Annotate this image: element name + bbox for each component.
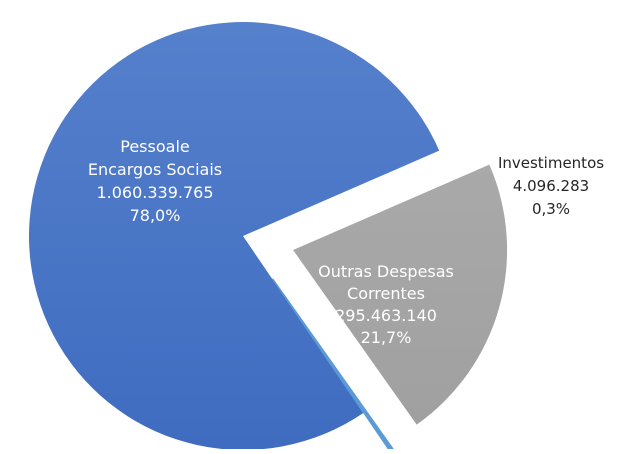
slice-2-percent-label: 21,7% — [361, 328, 412, 347]
slice-0-value-label: 1.060.339.765 — [96, 183, 213, 202]
slice-2-label-line-0: Outras Despesas — [318, 262, 454, 281]
slice-2-label-line-1: Correntes — [347, 284, 425, 303]
slice-2-value-label: 295.463.140 — [335, 306, 437, 325]
slice-1-value-label: 4.096.283 — [513, 177, 589, 195]
slice-0-percent-label: 78,0% — [130, 206, 181, 225]
slice-0-label-line-0: Pessoale — [120, 137, 189, 156]
slice-0-label-line-1: Encargos Sociais — [88, 160, 222, 179]
slice-1-label-line-0: Investimentos — [498, 154, 604, 172]
slice-1-percent-label: 0,3% — [532, 200, 570, 218]
